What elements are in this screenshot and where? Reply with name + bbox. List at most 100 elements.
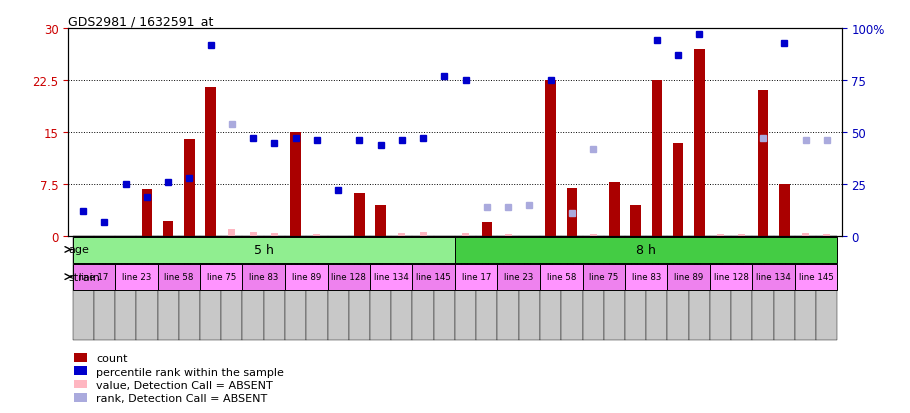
- Bar: [455, 264, 498, 291]
- Bar: [476, 237, 498, 341]
- Bar: [285, 264, 328, 291]
- Bar: [242, 264, 285, 291]
- Text: age: age: [68, 245, 89, 255]
- Bar: [391, 237, 412, 341]
- Text: line 23: line 23: [122, 273, 151, 282]
- Bar: [271, 233, 278, 237]
- Bar: [646, 237, 668, 341]
- Text: line 128: line 128: [713, 273, 749, 282]
- Text: 5 h: 5 h: [254, 243, 274, 256]
- Bar: [590, 235, 597, 237]
- Text: line 58: line 58: [547, 273, 576, 282]
- Bar: [689, 237, 710, 341]
- Bar: [540, 264, 582, 291]
- Bar: [200, 264, 242, 291]
- Bar: [545, 81, 556, 237]
- Bar: [221, 237, 242, 341]
- Bar: [498, 264, 540, 291]
- Bar: [795, 237, 816, 341]
- Bar: [803, 233, 809, 237]
- Bar: [519, 237, 540, 341]
- Bar: [462, 233, 469, 237]
- Bar: [73, 237, 455, 263]
- Bar: [434, 237, 455, 341]
- Bar: [228, 230, 236, 237]
- Bar: [157, 264, 200, 291]
- Bar: [625, 264, 668, 291]
- Bar: [567, 188, 577, 237]
- Bar: [540, 237, 561, 341]
- Legend: count, percentile rank within the sample, value, Detection Call = ABSENT, rank, : count, percentile rank within the sample…: [74, 353, 284, 404]
- Bar: [603, 237, 625, 341]
- Bar: [94, 237, 115, 341]
- Bar: [582, 237, 603, 341]
- Bar: [732, 237, 753, 341]
- Text: line 58: line 58: [164, 273, 194, 282]
- Bar: [668, 264, 710, 291]
- Bar: [710, 264, 753, 291]
- Bar: [290, 133, 301, 237]
- Text: line 17: line 17: [461, 273, 490, 282]
- Bar: [625, 237, 646, 341]
- Bar: [753, 237, 774, 341]
- Bar: [795, 264, 837, 291]
- Bar: [115, 237, 136, 341]
- Bar: [313, 234, 320, 237]
- Bar: [753, 264, 795, 291]
- Bar: [142, 190, 152, 237]
- Bar: [328, 237, 349, 341]
- Text: line 17: line 17: [79, 273, 108, 282]
- Bar: [73, 237, 94, 341]
- Bar: [184, 140, 195, 237]
- Text: line 75: line 75: [207, 273, 236, 282]
- Bar: [264, 237, 285, 341]
- Bar: [399, 233, 405, 237]
- Bar: [582, 264, 625, 291]
- Bar: [824, 234, 830, 237]
- Bar: [354, 193, 365, 237]
- Bar: [115, 264, 157, 291]
- Bar: [370, 237, 391, 341]
- Bar: [328, 264, 370, 291]
- Bar: [307, 237, 328, 341]
- Bar: [412, 264, 455, 291]
- Bar: [349, 237, 370, 341]
- Text: line 134: line 134: [374, 273, 409, 282]
- Bar: [73, 264, 115, 291]
- Text: GDS2981 / 1632591_at: GDS2981 / 1632591_at: [68, 15, 214, 28]
- Bar: [609, 183, 620, 237]
- Bar: [561, 237, 582, 341]
- Bar: [178, 237, 200, 341]
- Bar: [779, 185, 790, 237]
- Bar: [668, 237, 689, 341]
- Bar: [774, 237, 795, 341]
- Bar: [242, 237, 264, 341]
- Bar: [249, 233, 257, 237]
- Text: strain: strain: [68, 272, 100, 282]
- Bar: [816, 237, 837, 341]
- Text: line 134: line 134: [756, 273, 791, 282]
- Bar: [498, 237, 519, 341]
- Bar: [710, 237, 732, 341]
- Bar: [206, 88, 216, 237]
- Bar: [163, 221, 174, 237]
- Bar: [505, 234, 511, 237]
- Text: line 128: line 128: [331, 273, 366, 282]
- Bar: [157, 237, 178, 341]
- Text: line 89: line 89: [291, 273, 321, 282]
- Bar: [455, 237, 476, 341]
- Bar: [370, 264, 412, 291]
- Bar: [200, 237, 221, 341]
- Bar: [672, 143, 683, 237]
- Text: 8 h: 8 h: [636, 243, 656, 256]
- Bar: [631, 206, 641, 237]
- Bar: [375, 206, 386, 237]
- Text: line 89: line 89: [674, 273, 703, 282]
- Text: line 145: line 145: [416, 273, 451, 282]
- Bar: [412, 237, 434, 341]
- Bar: [758, 91, 768, 237]
- Text: line 75: line 75: [589, 273, 619, 282]
- Bar: [420, 233, 427, 237]
- Text: line 83: line 83: [632, 273, 661, 282]
- Bar: [738, 235, 745, 237]
